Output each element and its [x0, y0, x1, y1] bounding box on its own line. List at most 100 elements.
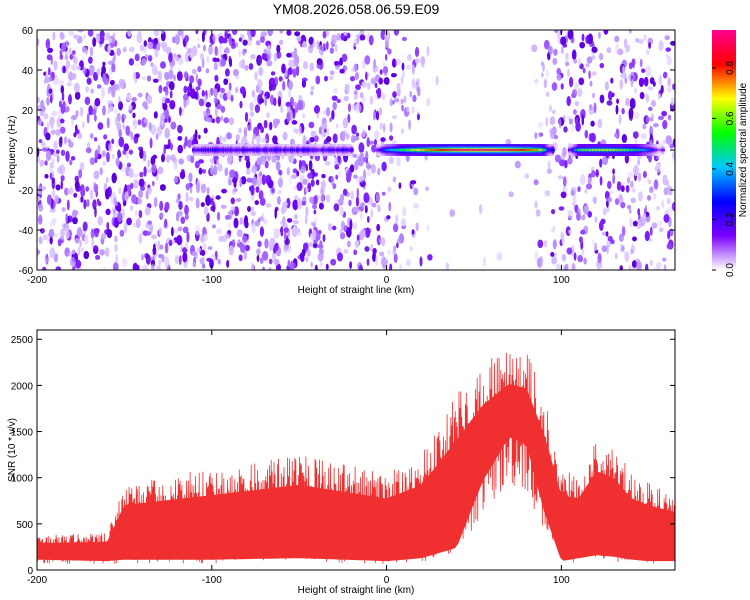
noise-speck [116, 122, 122, 132]
noise-speck [176, 235, 183, 246]
noise-speck [576, 212, 581, 221]
noise-speck [410, 180, 417, 185]
noise-speck [283, 227, 289, 233]
noise-speck [198, 98, 205, 107]
noise-speck [626, 177, 631, 184]
noise-speck [259, 98, 265, 104]
noise-speck [332, 225, 337, 231]
noise-speck [180, 216, 186, 224]
noise-speck [47, 47, 53, 53]
noise-speck [316, 233, 321, 241]
noise-speck [658, 93, 661, 100]
noise-speck [50, 129, 56, 135]
noise-speck [79, 239, 82, 248]
noise-speck [226, 89, 232, 100]
noise-speck [104, 247, 110, 257]
noise-speck [340, 33, 345, 41]
noise-speck [607, 180, 612, 190]
noise-speck [239, 100, 243, 109]
noise-speck [593, 102, 597, 114]
noise-speck [157, 70, 162, 81]
noise-speck [636, 260, 642, 270]
noise-speck [75, 110, 79, 117]
noise-speck [239, 60, 245, 69]
noise-speck [666, 55, 672, 66]
noise-speck [64, 136, 67, 145]
noise-speck [217, 103, 222, 110]
noise-speck [364, 55, 371, 65]
noise-speck [178, 58, 184, 66]
noise-speck [197, 78, 202, 87]
noise-speck [295, 228, 301, 233]
noise-speck [562, 186, 566, 192]
noise-speck [141, 57, 147, 65]
noise-speck [93, 137, 98, 142]
noise-speck [569, 76, 574, 88]
noise-speck [142, 230, 149, 236]
noise-speck [567, 156, 573, 165]
noise-speck [375, 192, 380, 203]
noise-speck [339, 68, 345, 74]
noise-speck [49, 172, 53, 180]
noise-speck [238, 49, 241, 57]
noise-speck [549, 116, 556, 126]
noise-speck [153, 243, 156, 251]
noise-speck [547, 168, 552, 174]
noise-speck [123, 114, 127, 120]
noise-speck [379, 122, 383, 130]
noise-speck [276, 44, 281, 53]
noise-speck [419, 256, 423, 267]
noise-speck [381, 191, 386, 196]
noise-speck [157, 240, 161, 251]
noise-speck [556, 73, 562, 81]
noise-speck [186, 86, 191, 93]
noise-speck [292, 108, 296, 119]
noise-speck [318, 126, 322, 135]
noise-speck [396, 156, 401, 167]
noise-speck [102, 61, 106, 66]
noise-speck [333, 203, 340, 212]
noise-speck [293, 54, 300, 66]
noise-speck [574, 82, 579, 90]
noise-speck [203, 127, 208, 134]
noise-speck [273, 53, 277, 62]
noise-speck [62, 65, 66, 74]
noise-speck [333, 87, 338, 94]
noise-speck [172, 36, 176, 44]
noise-speck [97, 144, 101, 155]
noise-speck [387, 186, 392, 192]
noise-speck [339, 228, 344, 234]
noise-speck [224, 30, 230, 33]
noise-speck [105, 208, 111, 215]
noise-speck [408, 119, 411, 130]
noise-speck [60, 228, 65, 237]
noise-speck [326, 136, 332, 143]
noise-speck [602, 207, 608, 216]
noise-speck [578, 57, 581, 66]
noise-speck [158, 259, 162, 266]
noise-speck [213, 97, 218, 104]
noise-speck [580, 215, 586, 221]
noise-speck [47, 67, 51, 76]
noise-speck [58, 79, 65, 88]
noise-speck [378, 107, 383, 116]
noise-speck [359, 176, 364, 183]
noise-speck [564, 263, 569, 270]
noise-speck [93, 170, 100, 180]
noise-speck [616, 98, 619, 104]
noise-speck [586, 56, 593, 64]
noise-speck [42, 147, 48, 152]
noise-speck [377, 167, 381, 176]
noise-speck [288, 59, 295, 69]
noise-speck [37, 38, 40, 46]
noise-speck [627, 204, 631, 210]
noise-speck [230, 43, 237, 49]
noise-speck [379, 251, 385, 257]
noise-speck [74, 175, 80, 183]
noise-speck [288, 89, 291, 98]
noise-speck [131, 97, 137, 102]
noise-speck [105, 188, 110, 200]
noise-speck [353, 136, 360, 141]
noise-speck [658, 74, 662, 86]
